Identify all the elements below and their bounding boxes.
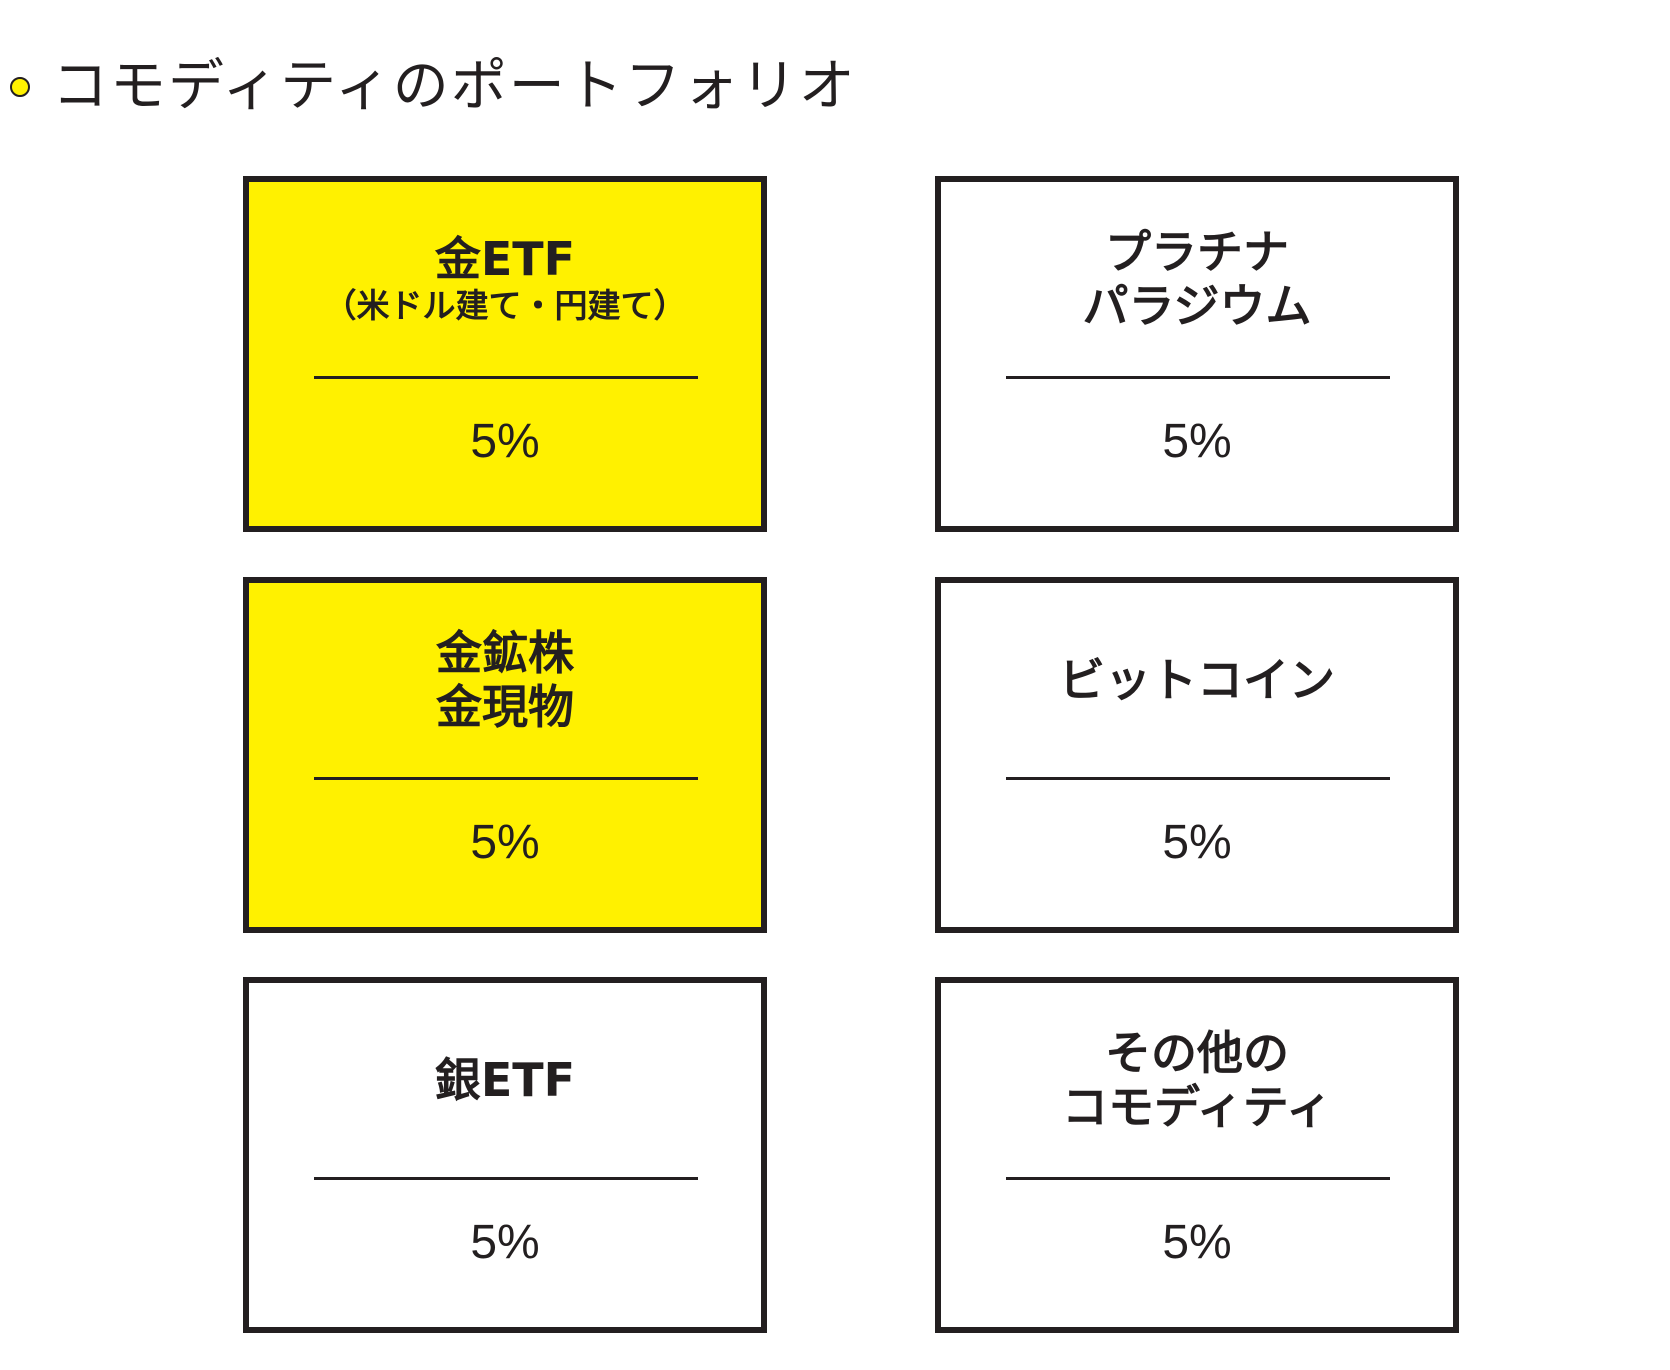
card-divider [314,777,698,780]
card-name: 銀ETF [249,983,761,1177]
card-name-sub: （米ドル建て・円建て） [323,286,687,325]
card-name-line: ビットコイン [1059,653,1335,707]
card-name-line: その他の [1105,1026,1289,1080]
card-percent: 5% [470,816,540,869]
card-name: その他の コモディティ [941,983,1453,1177]
card-platinum-palladium: プラチナ パラジウム 5% [935,176,1459,532]
card-bitcoin: ビットコイン 5% [935,577,1459,933]
card-other-commodities: その他の コモディティ 5% [935,977,1459,1333]
card-divider [314,1177,698,1180]
card-name-line: 銀ETF [434,1053,576,1107]
card-divider [314,376,698,379]
card-percent: 5% [1162,415,1232,468]
section-header: コモディティのポートフォリオ [10,52,857,122]
card-name-line: 金現物 [436,680,574,734]
card-name-line: 金鉱株 [436,626,574,680]
card-divider [1006,1177,1390,1180]
card-gold-etf: 金ETF （米ドル建て・円建て） 5% [243,176,767,532]
card-name-line: パラジウム [1082,279,1312,333]
card-percent: 5% [470,1216,540,1269]
card-name-line: プラチナ [1105,225,1289,279]
circle-bullet-icon [10,77,30,97]
card-divider [1006,777,1390,780]
card-silver-etf: 銀ETF 5% [243,977,767,1333]
page-title: コモディティのポートフォリオ [52,54,857,119]
card-percent: 5% [470,415,540,468]
card-gold-mining-physical: 金鉱株 金現物 5% [243,577,767,933]
card-name: ビットコイン [941,583,1453,777]
card-percent: 5% [1162,1216,1232,1269]
card-name-line: 金ETF [434,232,576,286]
card-divider [1006,376,1390,379]
card-percent: 5% [1162,816,1232,869]
card-name: 金ETF （米ドル建て・円建て） [249,182,761,376]
card-name: 金鉱株 金現物 [249,583,761,777]
card-name: プラチナ パラジウム [941,182,1453,376]
card-name-line: コモディティ [1061,1080,1333,1134]
